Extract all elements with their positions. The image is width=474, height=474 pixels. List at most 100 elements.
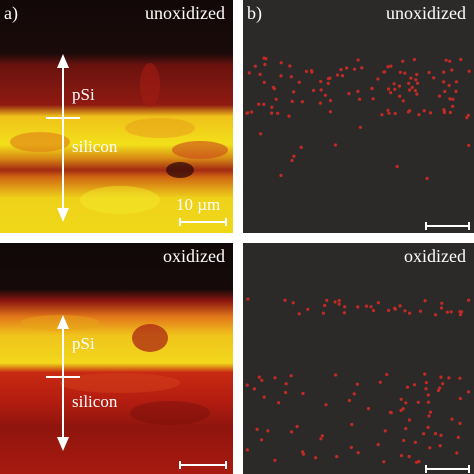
particle-dot	[337, 298, 341, 303]
particle-dot	[360, 66, 364, 70]
particle-dot	[371, 308, 376, 313]
particle-dot	[328, 110, 332, 114]
particle-dot	[401, 99, 405, 103]
particle-dot	[383, 70, 387, 74]
particle-dot	[392, 82, 396, 86]
particle-dot	[422, 109, 426, 113]
particle-dot	[454, 80, 459, 84]
particle-dot	[321, 311, 325, 315]
particle-dot	[335, 73, 340, 77]
particle-dot	[424, 381, 428, 385]
particle-dot	[467, 69, 471, 73]
particle-dot	[406, 110, 411, 114]
particle-dot	[333, 143, 338, 147]
dot-map-b-unoxidized	[245, 56, 471, 230]
particle-dot	[449, 310, 453, 314]
layer-label-psi: pSi	[72, 85, 95, 104]
particle-dot	[389, 64, 393, 68]
particle-dot	[404, 401, 408, 405]
panel-b-unoxidized: b) unoxidized	[243, 0, 474, 233]
particle-dot	[442, 70, 446, 74]
particle-dot	[383, 429, 387, 433]
particle-dot	[262, 80, 266, 84]
particle-dot	[356, 451, 360, 455]
particle-dot	[439, 375, 443, 379]
particle-dot	[273, 458, 277, 462]
particle-dot	[427, 414, 431, 418]
particle-dot	[297, 312, 301, 316]
particle-dot	[403, 71, 407, 75]
state-label: unoxidized	[145, 3, 225, 23]
layer-label-silicon: silicon	[72, 137, 118, 156]
particle-dot	[458, 313, 463, 317]
particle-dot	[247, 71, 251, 75]
particle-dot	[393, 307, 397, 311]
particle-dot	[320, 434, 324, 438]
particle-dot	[370, 86, 374, 90]
particle-dot	[289, 374, 293, 378]
particle-dot	[451, 104, 455, 108]
particle-dot	[319, 79, 323, 84]
particle-dot	[287, 114, 291, 118]
particle-dot	[304, 69, 308, 73]
particle-dot	[328, 98, 333, 103]
particle-dot	[290, 99, 294, 103]
particle-dot	[356, 58, 360, 62]
particle-dot	[347, 398, 351, 403]
particle-dot	[387, 111, 391, 115]
particle-dot	[417, 113, 421, 117]
particle-dot	[301, 452, 306, 456]
particle-dot	[425, 176, 429, 181]
panel-a-unoxidized: a) unoxidized pSi silicon 10 µm	[0, 0, 233, 233]
particle-dot	[299, 145, 303, 149]
particle-dot	[393, 111, 397, 116]
particle-dot	[333, 300, 337, 304]
particle-dot	[407, 454, 411, 459]
particle-dot	[416, 81, 420, 85]
particle-dot	[458, 310, 462, 314]
particle-dot	[274, 97, 278, 101]
particle-dot	[342, 311, 346, 315]
particle-dot	[456, 435, 460, 439]
particle-dot	[426, 425, 430, 429]
particle-dot	[245, 448, 249, 452]
particle-dot	[350, 422, 354, 427]
particle-dot	[347, 92, 351, 96]
particle-dot	[437, 94, 442, 98]
particle-dot	[407, 418, 411, 422]
particle-dot	[410, 85, 414, 89]
particle-dot	[314, 456, 318, 460]
particle-dot	[352, 392, 356, 396]
particle-dot	[451, 97, 455, 101]
particle-dot	[404, 426, 408, 431]
particle-dot	[433, 313, 438, 317]
particle-dot	[270, 111, 274, 115]
particle-dot	[262, 395, 266, 399]
panel-letter-a: a)	[4, 3, 18, 23]
particle-dot	[349, 445, 353, 449]
dot-map-b-oxidized	[245, 297, 471, 473]
particle-dot	[409, 76, 413, 80]
particle-dot	[326, 81, 330, 85]
particle-dot	[301, 391, 305, 396]
particle-dot	[415, 92, 419, 96]
particle-dot	[445, 310, 449, 314]
particle-dot	[386, 87, 391, 91]
particle-dot	[369, 305, 373, 309]
particle-dot	[297, 80, 301, 84]
particle-dot	[306, 307, 310, 311]
particle-dot	[412, 58, 416, 62]
particle-dot	[334, 373, 338, 377]
layer-label-silicon: silicon	[72, 392, 118, 411]
particle-dot	[442, 80, 446, 84]
layer-label-psi: pSi	[72, 334, 95, 353]
particle-dot	[279, 61, 283, 65]
particle-dot	[447, 376, 451, 380]
particle-dot	[447, 83, 451, 88]
particle-dot	[443, 89, 447, 94]
particle-dot	[399, 408, 403, 412]
particle-dot	[358, 125, 362, 129]
particle-dot	[428, 446, 432, 450]
particle-dot	[352, 67, 357, 71]
particle-dot	[412, 383, 417, 387]
